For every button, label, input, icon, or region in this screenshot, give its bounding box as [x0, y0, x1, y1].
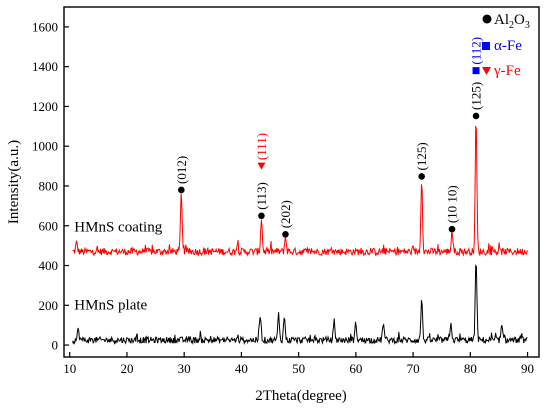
- y-tick-label: 200: [39, 298, 59, 313]
- legend-item-gamma-fe: γ-Fe: [482, 63, 521, 79]
- series-label: HMnS coating: [74, 220, 162, 236]
- peak-circle-marker: [448, 225, 456, 233]
- plot-area: (012) (113) (111) (202) (125) (10 10) (125) (11…: [32, 6, 540, 376]
- peak-label: (111): [254, 133, 269, 160]
- peak-circle-marker: [178, 186, 185, 194]
- x-tick-layer: 10 20 30 40 50 60 70 80 90: [63, 352, 534, 376]
- legend-circle-marker: [482, 14, 492, 24]
- plot-frame: [63, 6, 540, 358]
- series-label-layer: HMnS coating HMnS plate: [74, 220, 162, 314]
- legend-al-text: Al: [494, 12, 509, 28]
- x-axis-label: 2Theta(degree): [255, 388, 347, 404]
- x-tick-label: 10: [63, 361, 76, 376]
- x-tick-label: 30: [178, 361, 191, 376]
- x-tick-label: 60: [349, 361, 362, 376]
- y-tick-label: 1200: [32, 99, 58, 114]
- peak-circle-marker: [258, 212, 265, 220]
- legend-label-gamma-fe: γ-Fe: [493, 63, 521, 79]
- y-tick-label: 1400: [32, 59, 58, 74]
- y-tick-label: 0: [52, 338, 59, 353]
- legend-o-subscript: 3: [525, 20, 530, 31]
- legend-item-alpha-fe: α-Fe: [482, 38, 522, 54]
- peak-square-marker: [472, 67, 480, 75]
- legend-al-subscript: 2: [509, 20, 514, 31]
- y-tick-label: 600: [39, 218, 59, 233]
- legend-square-marker: [482, 42, 490, 50]
- legend-label-al2o3: Al2O3: [494, 12, 530, 31]
- y-tick-label: 800: [39, 178, 59, 193]
- peak-label: (10 10): [445, 185, 460, 223]
- series-label: HMnS plate: [74, 297, 147, 313]
- peak-label: (112): [469, 37, 484, 65]
- peak-circle-marker: [472, 112, 480, 120]
- peak-marker-layer: (012) (113) (111) (202) (125) (10 10) (125) (11…: [174, 37, 484, 238]
- x-tick-label: 90: [521, 361, 534, 376]
- series-line-plate: [72, 264, 528, 346]
- legend-item-al2o3: Al2O3: [482, 12, 530, 31]
- peak-label: (202): [278, 200, 293, 228]
- peak-circle-marker: [418, 173, 425, 180]
- peak-label: (125): [414, 142, 429, 170]
- legend-o-text: O: [514, 12, 525, 28]
- y-axis-label: Intensity(a.u.): [6, 140, 22, 224]
- x-tick-label: 70: [407, 361, 420, 376]
- y-tick-label: 1600: [32, 19, 58, 34]
- x-tick-label: 50: [292, 361, 305, 376]
- y-tick-label: 400: [39, 258, 59, 273]
- x-tick-label: 80: [464, 361, 477, 376]
- x-tick-label: 40: [235, 361, 248, 376]
- legend-label-alpha-fe: α-Fe: [494, 38, 522, 54]
- peak-triangle-marker: [257, 162, 266, 170]
- peak-circle-marker: [282, 231, 289, 238]
- series-layer: [72, 125, 528, 346]
- series-line-coating: [72, 125, 528, 257]
- peak-label: (125): [469, 82, 484, 110]
- y-tick-label: 1000: [32, 139, 58, 154]
- legend: Al2O3 α-Fe γ-Fe: [482, 12, 530, 79]
- x-tick-label: 20: [120, 361, 133, 376]
- peak-label: (113): [254, 182, 269, 210]
- peak-label: (012): [174, 156, 189, 184]
- y-tick-layer: 0 200 400 600 800 1000 1200 1400 1600: [32, 19, 69, 353]
- legend-triangle-marker: [482, 67, 491, 75]
